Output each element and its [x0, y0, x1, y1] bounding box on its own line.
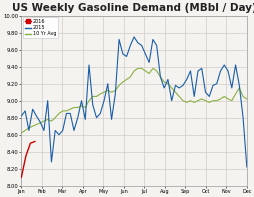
Legend: 2016, 2015, 10 Yr Avg: 2016, 2015, 10 Yr Avg — [23, 17, 58, 38]
Title: US Weekly Gasoline Demand (MBbl / Day): US Weekly Gasoline Demand (MBbl / Day) — [12, 4, 254, 13]
